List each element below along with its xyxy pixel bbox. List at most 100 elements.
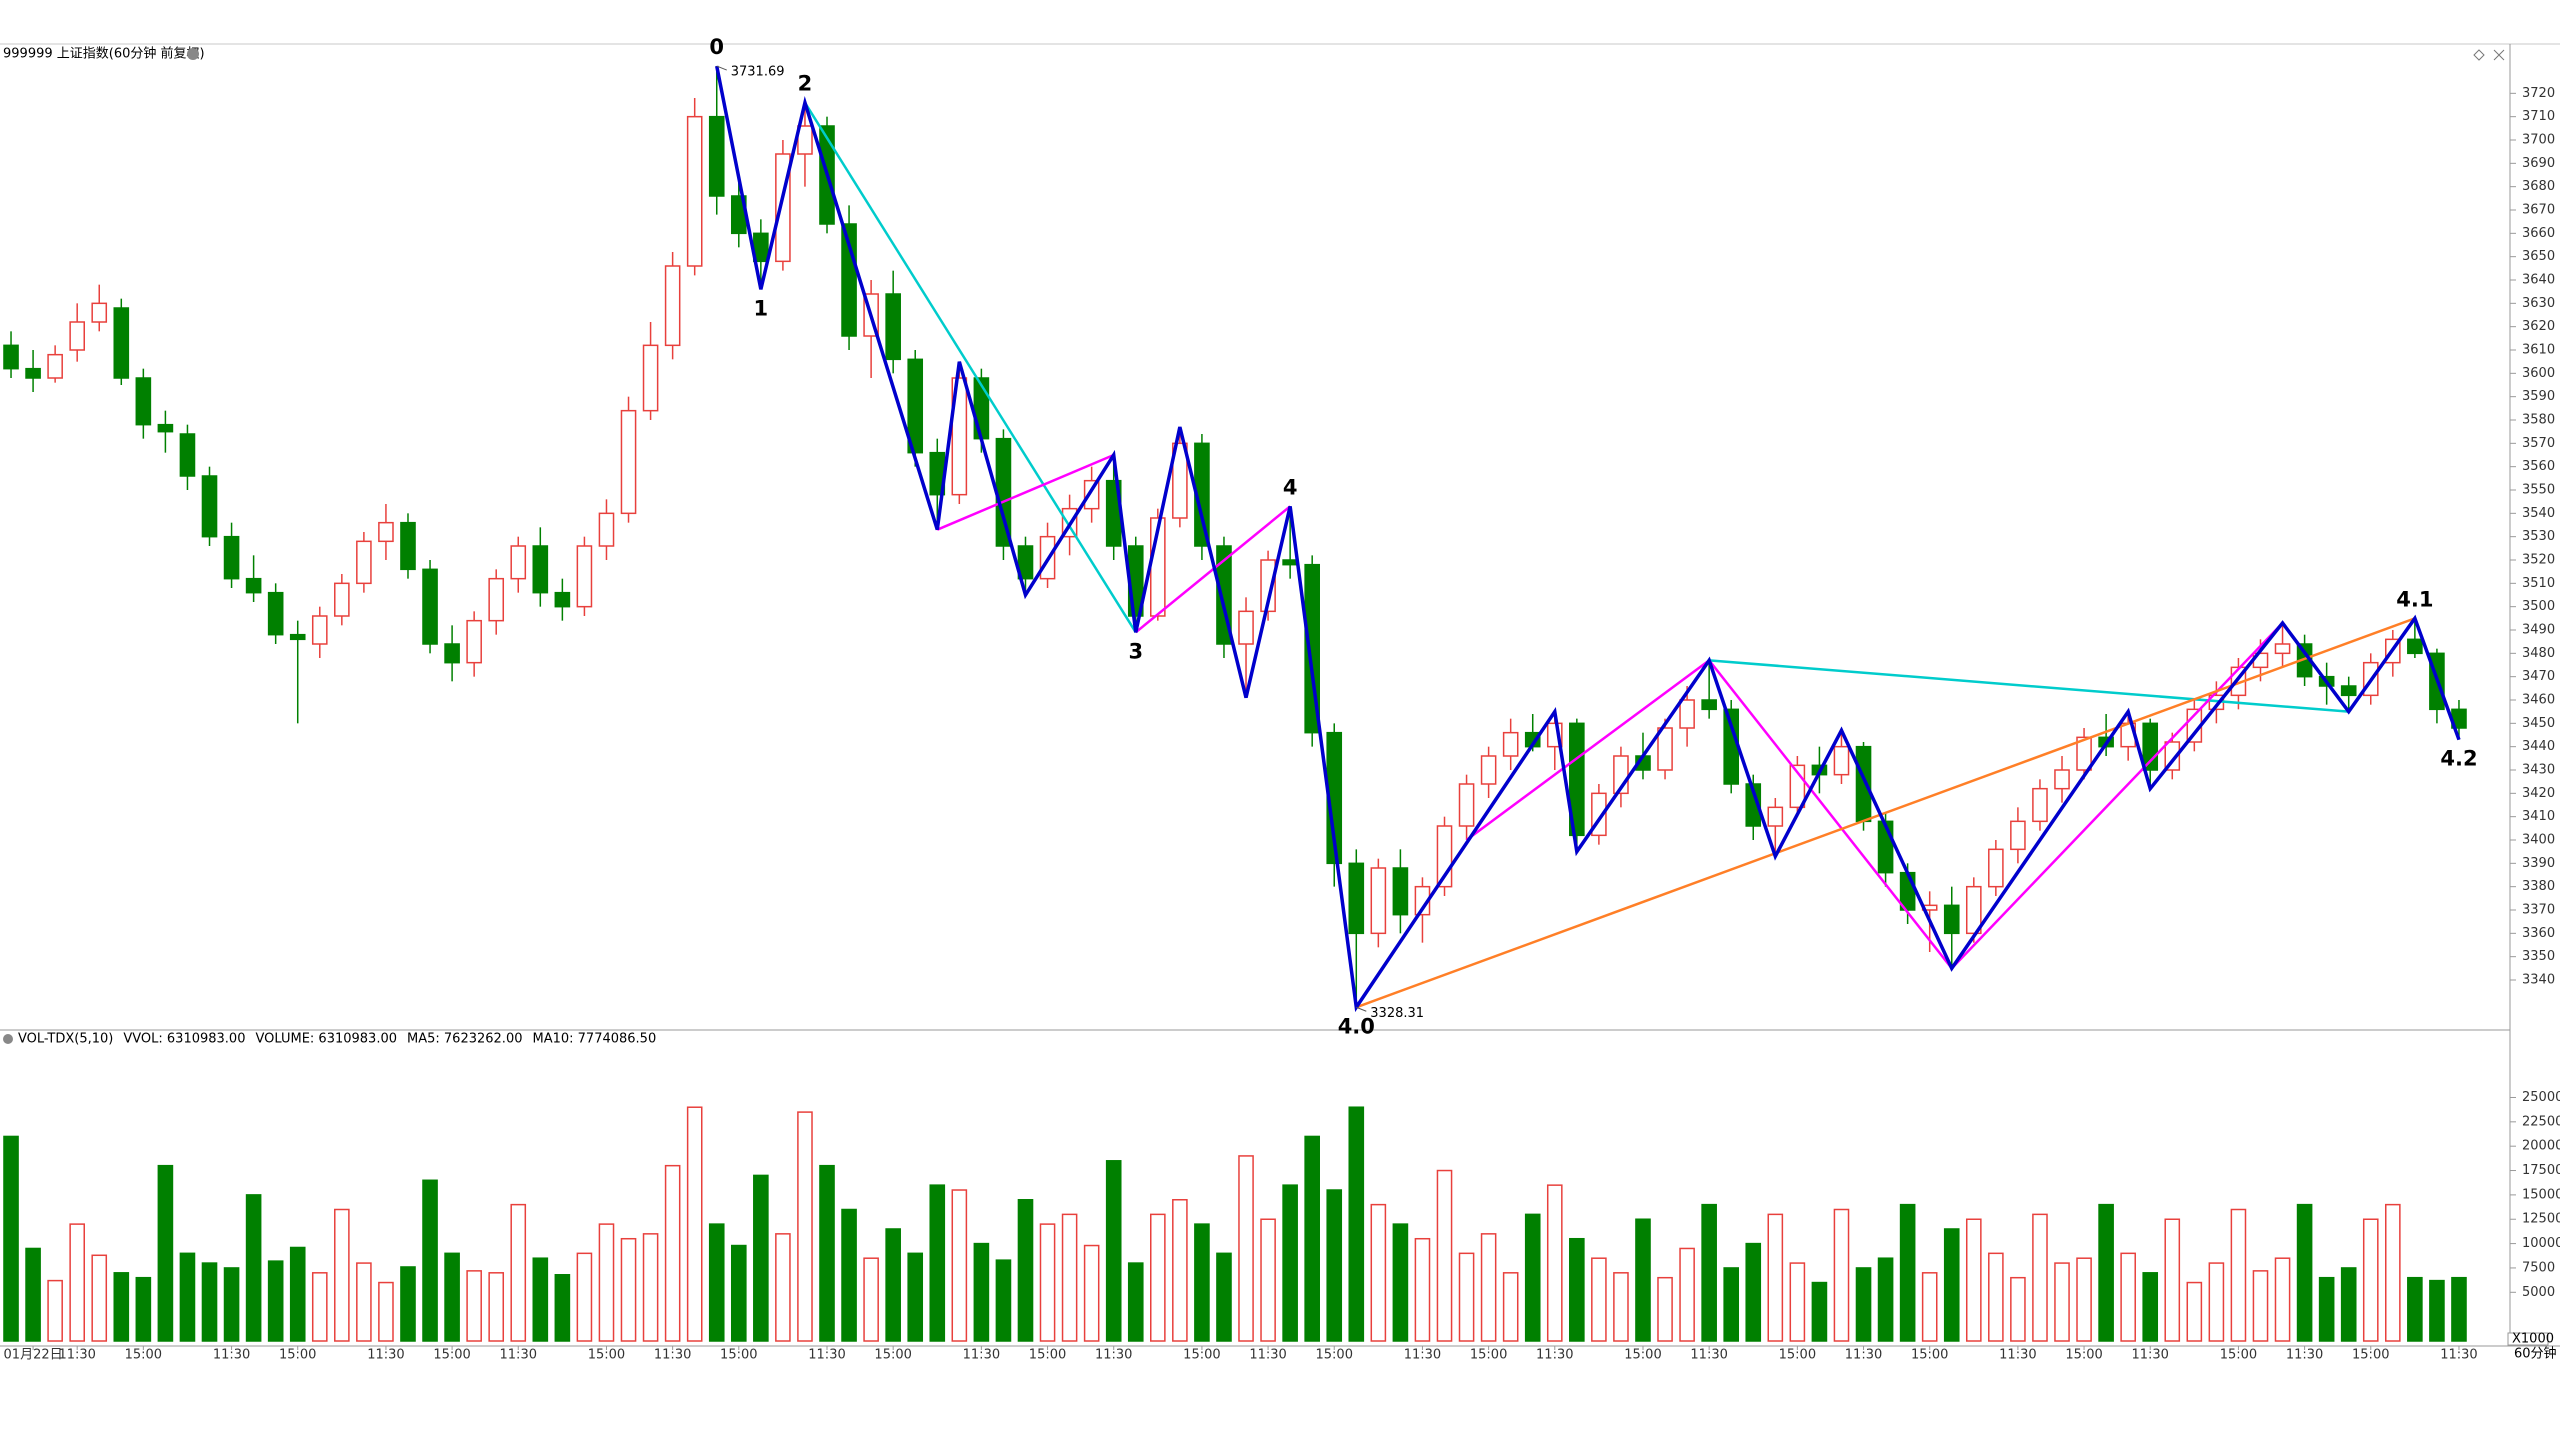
x-tick-label: 11:30 — [1999, 1348, 2036, 1363]
x-tick-label: 15:00 — [433, 1348, 470, 1363]
volume-bar — [1348, 1106, 1365, 1342]
volume-bar — [1613, 1272, 1629, 1342]
volume-bar — [91, 1254, 108, 1342]
volume-bar — [2010, 1276, 2026, 1342]
volume-bar — [356, 1262, 372, 1342]
x-tick-label: 15:00 — [588, 1348, 625, 1363]
wave-label: 0 — [709, 35, 724, 59]
trend-line — [803, 102, 1137, 633]
y-tick-label: 3490 — [2522, 623, 2555, 638]
collapse-icon[interactable] — [2473, 49, 2485, 61]
extreme-label: 3731.69 — [731, 65, 785, 80]
volume-bar — [1502, 1272, 1519, 1342]
y-tick-label: 3480 — [2522, 646, 2555, 661]
x-tick-label: 11:30 — [1249, 1348, 1286, 1363]
candle-body — [1988, 848, 2004, 888]
menu-icon[interactable] — [187, 48, 199, 60]
volume-bar — [819, 1164, 835, 1342]
unit-box — [2507, 1332, 2549, 1346]
candle-body — [3, 344, 19, 370]
volume-bar — [951, 1189, 968, 1342]
volume-menu-icon[interactable] — [3, 1034, 13, 1044]
candle-body — [1238, 610, 1254, 645]
y-tick-label: 25000 — [2522, 1090, 2560, 1105]
candle-body — [201, 475, 218, 538]
volume-bar — [2429, 1279, 2445, 1342]
volume-bar — [1458, 1252, 1475, 1342]
candle-body — [157, 423, 174, 433]
volume-bar — [1017, 1199, 1034, 1342]
candle-body — [951, 377, 968, 496]
volume-bar — [1546, 1184, 1563, 1342]
candle-body — [91, 302, 108, 323]
candle-body — [289, 633, 306, 641]
volume-bar — [334, 1208, 350, 1342]
trend-line — [1465, 622, 2284, 971]
x-tick-label: 01月22日 — [4, 1348, 63, 1363]
y-tick-label: 3510 — [2522, 576, 2555, 591]
wave-label: 2 — [798, 72, 813, 96]
candle-body — [1480, 755, 1497, 785]
candle-body — [1833, 745, 1850, 776]
y-tick-label: 3710 — [2522, 109, 2555, 124]
volume-bar — [775, 1233, 791, 1342]
y-tick-label: 3440 — [2522, 739, 2555, 754]
volume-bar — [1723, 1267, 1740, 1342]
close-icon[interactable] — [2493, 49, 2505, 61]
x-tick-label: 11:30 — [1536, 1348, 1573, 1363]
volume-bar — [1767, 1213, 1784, 1342]
volume-bar — [1635, 1218, 1651, 1342]
y-tick-label: 3400 — [2522, 833, 2555, 848]
y-tick-label: 3600 — [2522, 366, 2555, 381]
candle-body — [1348, 862, 1365, 935]
volume-bar — [1988, 1252, 2004, 1342]
x-tick-label: 11:30 — [2440, 1348, 2477, 1363]
volume-bar — [1745, 1242, 1762, 1342]
y-tick-label: 3650 — [2522, 249, 2555, 264]
candle-body — [2340, 685, 2357, 697]
candle-body — [510, 545, 527, 580]
y-tick-label: 15000 — [2522, 1187, 2560, 1202]
volume-bar — [1524, 1213, 1541, 1342]
candle-body — [1701, 699, 1717, 711]
wave-label: 4.1 — [2396, 587, 2433, 611]
candle-body — [356, 540, 372, 585]
y-tick-label: 3360 — [2522, 926, 2555, 941]
y-tick-label: 3610 — [2522, 343, 2555, 358]
x-tick-label: 15:00 — [1183, 1348, 1220, 1363]
x-tick-label: 11:30 — [2131, 1348, 2168, 1363]
volume-bar — [1282, 1184, 1298, 1342]
volume-bar — [1480, 1233, 1497, 1342]
y-tick-label: 3340 — [2522, 973, 2555, 988]
volume-bar — [1150, 1213, 1166, 1342]
y-tick-label: 3630 — [2522, 296, 2555, 311]
candle-body — [1458, 783, 1475, 827]
volume-bar — [1569, 1237, 1585, 1342]
volume-bar — [686, 1106, 703, 1342]
volume-bar — [1370, 1203, 1387, 1342]
trend-line — [936, 453, 1115, 531]
y-tick-label: 22500 — [2522, 1114, 2560, 1129]
volume-bar — [797, 1111, 813, 1342]
candle-body — [708, 115, 725, 197]
volume-bar — [1039, 1223, 1056, 1342]
volume-bar — [929, 1184, 946, 1342]
candle-body — [245, 577, 262, 594]
volume-bar — [1899, 1203, 1916, 1342]
volume-bar — [1943, 1228, 1960, 1342]
volume-bar — [444, 1252, 460, 1342]
volume-bar — [378, 1281, 394, 1342]
y-tick-label: 3670 — [2522, 203, 2555, 218]
volume-bar — [179, 1252, 196, 1342]
volume-bar — [995, 1259, 1012, 1342]
candle-body — [686, 115, 703, 267]
x-tick-label: 11:30 — [1404, 1348, 1441, 1363]
candle-body — [47, 353, 63, 379]
volume-indicator: MA10: 7774086.50 — [532, 1032, 656, 1047]
volume-bar — [1965, 1218, 1982, 1342]
volume-bar — [664, 1164, 681, 1342]
x-tick-label: 15:00 — [279, 1348, 316, 1363]
volume-bar — [1304, 1135, 1320, 1342]
volume-bar — [1127, 1262, 1144, 1342]
volume-bar — [576, 1252, 593, 1342]
